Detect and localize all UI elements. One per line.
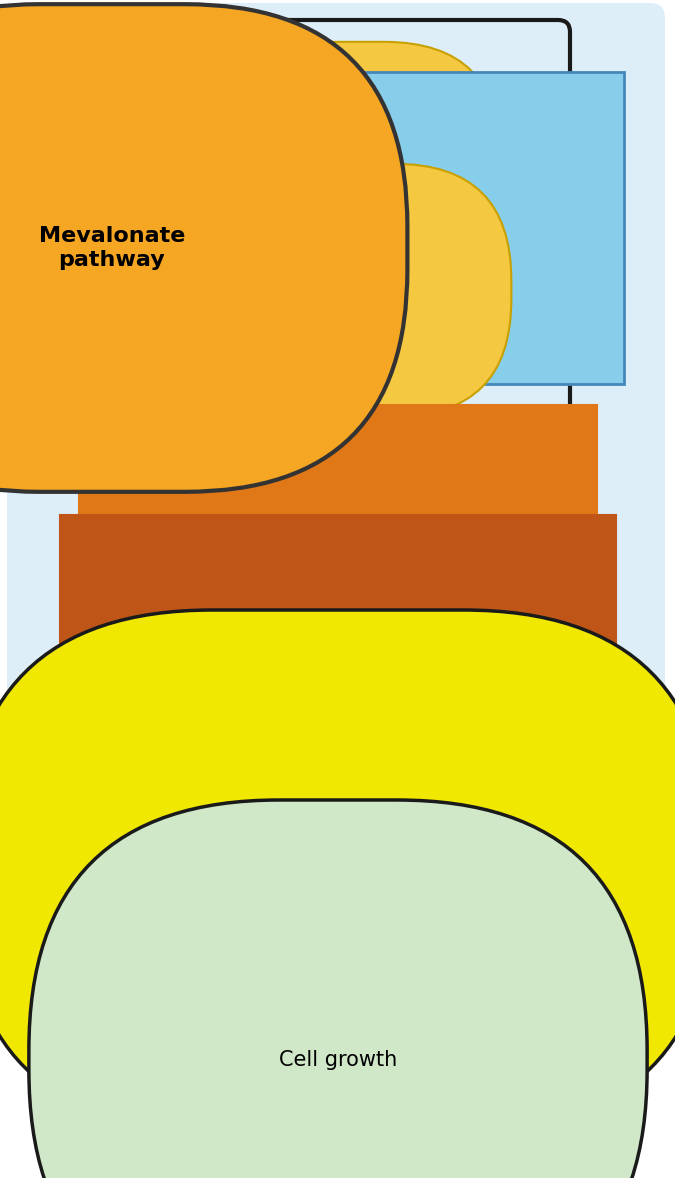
Text: HMG-CoA: HMG-CoA [292,159,384,178]
Text: Cell growth: Cell growth [279,1050,397,1070]
Polygon shape [317,315,359,357]
Polygon shape [317,90,359,146]
Text: MvaA: MvaA [414,218,479,238]
Polygon shape [317,369,359,410]
Text: Acetyl-CoA: Acetyl-CoA [285,59,391,78]
FancyBboxPatch shape [7,4,665,761]
Text: Farnesyl diphosphate: Farnesyl diphosphate [234,561,441,580]
Polygon shape [317,193,359,269]
Text: Isoprenyl diphosphate: Isoprenyl diphosphate [230,423,446,442]
Text: Peptidoglycan synthesis: Peptidoglycan synthesis [212,860,464,880]
Polygon shape [317,633,359,659]
Text: Mevalonate: Mevalonate [281,280,395,299]
Text: Undecaprenyl phosphate: Undecaprenyl phosphate [216,670,460,689]
Polygon shape [314,818,362,842]
Polygon shape [317,507,359,548]
Polygon shape [317,454,359,495]
Polygon shape [314,1008,362,1032]
Text: Mevalonate
pathway: Mevalonate pathway [38,226,185,270]
Polygon shape [317,595,359,621]
